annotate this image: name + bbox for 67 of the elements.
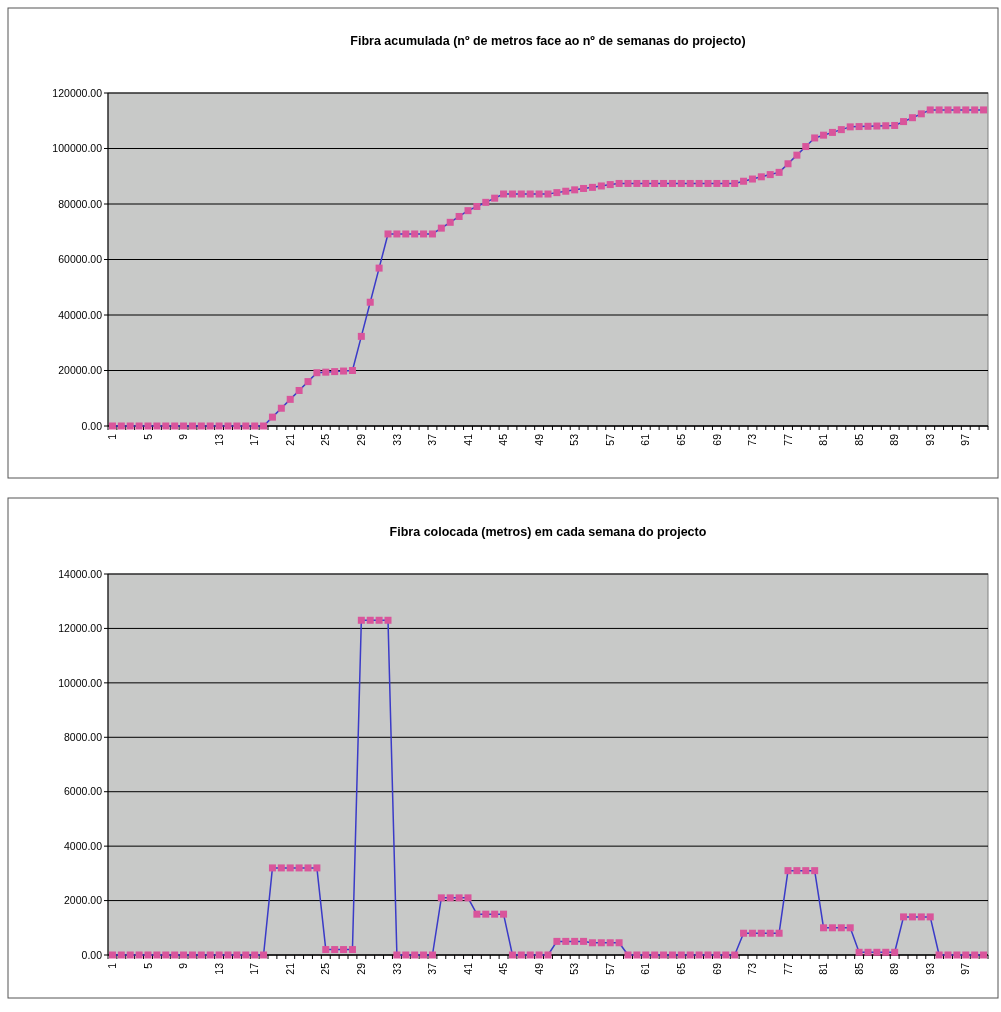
x-tick-label: 93 xyxy=(923,433,936,446)
x-tick-label: 17 xyxy=(248,962,261,975)
x-tick-label: 37 xyxy=(426,962,439,975)
y-tick-label: 120000.00 xyxy=(52,86,103,99)
x-tick-label: 53 xyxy=(568,962,581,975)
x-tick-label: 45 xyxy=(497,962,510,975)
x-tick-label: 57 xyxy=(603,962,616,975)
y-tick-label: 12000.00 xyxy=(58,622,103,635)
x-tick-label: 29 xyxy=(355,433,368,446)
y-tick-label: 2000.00 xyxy=(64,894,103,907)
x-tick-label: 97 xyxy=(959,962,972,975)
x-tick-label: 41 xyxy=(461,962,474,975)
x-tick-label: 77 xyxy=(781,962,794,975)
y-tick-label: 14000.00 xyxy=(58,567,103,580)
x-tick-label: 49 xyxy=(532,962,545,975)
x-tick-label: 33 xyxy=(390,433,403,446)
x-tick-label: 81 xyxy=(817,433,830,446)
x-tick-label: 49 xyxy=(532,433,545,446)
x-tick-label: 69 xyxy=(710,962,723,975)
x-tick-label: 1 xyxy=(106,433,119,440)
x-tick-label: 73 xyxy=(746,962,759,975)
y-tick-label: 6000.00 xyxy=(64,785,103,798)
x-tick-label: 9 xyxy=(177,433,190,440)
x-tick-label: 89 xyxy=(888,962,901,975)
x-tick-label: 73 xyxy=(746,433,759,446)
x-tick-label: 61 xyxy=(639,962,652,975)
x-tick-label: 41 xyxy=(461,433,474,446)
y-tick-label: 0.00 xyxy=(81,419,103,432)
x-tick-label: 21 xyxy=(283,433,296,446)
x-tick-label: 85 xyxy=(852,433,865,446)
x-tick-label: 25 xyxy=(319,433,332,446)
y-tick-label: 0.00 xyxy=(81,948,103,961)
x-tick-label: 93 xyxy=(923,962,936,975)
x-tick-label: 9 xyxy=(177,962,190,969)
x-tick-label: 57 xyxy=(603,433,616,446)
x-tick-label: 25 xyxy=(319,962,332,975)
x-tick-label: 97 xyxy=(959,433,972,446)
x-tick-label: 65 xyxy=(675,433,688,446)
x-tick-label: 5 xyxy=(141,433,154,440)
x-tick-label: 89 xyxy=(888,433,901,446)
chart-title: Fibra colocada (metros) em cada semana do projecto xyxy=(389,525,707,539)
x-tick-label: 17 xyxy=(248,433,261,446)
y-tick-label: 100000.00 xyxy=(52,142,103,155)
x-tick-label: 81 xyxy=(817,962,830,975)
chart-title: Fibra acumulada (nº de metros face ao nº de semanas do projecto) xyxy=(350,34,746,48)
x-tick-label: 13 xyxy=(212,433,225,446)
x-tick-label: 33 xyxy=(390,962,403,975)
y-tick-label: 10000.00 xyxy=(58,676,103,689)
x-tick-label: 1 xyxy=(106,962,119,969)
y-tick-label: 80000.00 xyxy=(58,197,103,210)
y-tick-label: 60000.00 xyxy=(58,253,103,266)
x-tick-label: 61 xyxy=(639,433,652,446)
x-tick-label: 85 xyxy=(852,962,865,975)
x-tick-label: 65 xyxy=(675,962,688,975)
y-tick-label: 40000.00 xyxy=(58,308,103,321)
x-tick-label: 29 xyxy=(355,962,368,975)
x-tick-label: 5 xyxy=(141,962,154,969)
x-tick-label: 45 xyxy=(497,433,510,446)
x-tick-label: 77 xyxy=(781,433,794,446)
y-tick-label: 8000.00 xyxy=(64,730,103,743)
x-tick-label: 21 xyxy=(283,962,296,975)
y-tick-label: 20000.00 xyxy=(58,364,103,377)
x-tick-label: 69 xyxy=(710,433,723,446)
x-tick-label: 13 xyxy=(212,962,225,975)
x-tick-label: 37 xyxy=(426,433,439,446)
y-tick-label: 4000.00 xyxy=(64,839,103,852)
x-tick-label: 53 xyxy=(568,433,581,446)
